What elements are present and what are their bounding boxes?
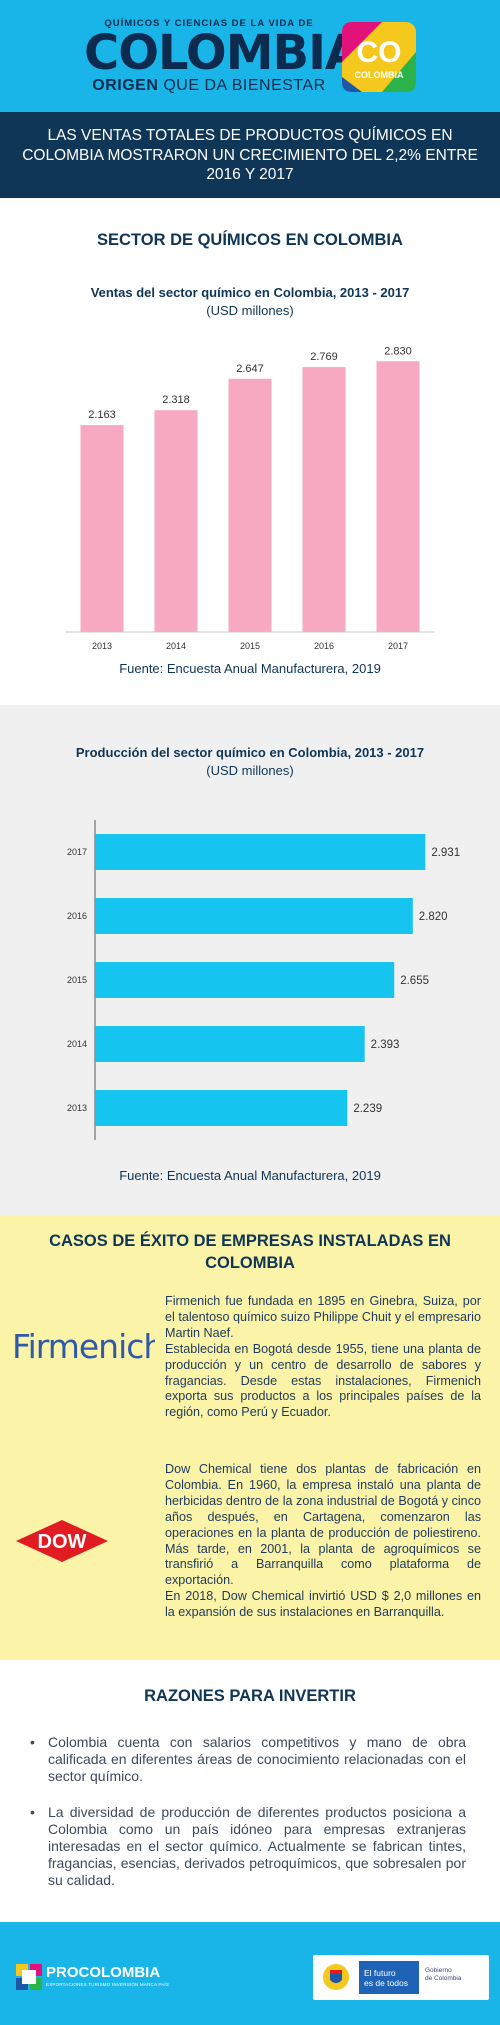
svg-text:Firmenich: Firmenich (12, 1327, 155, 1366)
production-data-label: 2.931 (431, 847, 460, 859)
procolombia-name: PROCOLOMBIA (46, 1964, 161, 1981)
production-data-label: 2.820 (419, 911, 448, 923)
bullet-icon: • (30, 1734, 35, 1750)
sales-chart-subtitle: (USD millones) (206, 303, 294, 318)
sales-bar (154, 410, 198, 632)
production-y-tick-label: 2017 (67, 847, 87, 857)
co-logo-word: COLOMBIA (355, 70, 404, 80)
sales-x-tick-label: 2017 (388, 641, 408, 651)
sector-title: SECTOR DE QUÍMICOS EN COLOMBIA (97, 231, 403, 249)
production-data-label: 2.655 (400, 975, 429, 987)
slogan-line-1: El futuro (364, 1968, 396, 1978)
dow-logo: DOW (16, 1520, 108, 1562)
production-y-tick-label: 2016 (67, 911, 87, 921)
production-data-label: 2.393 (371, 1039, 400, 1051)
production-data-label: 2.239 (353, 1103, 382, 1115)
bullet-icon: • (30, 1803, 35, 1820)
dow-case-text: Dow Chemical tiene dos plantas de fabric… (165, 1462, 481, 1621)
svg-text:DOW: DOW (38, 1531, 87, 1553)
production-bar (95, 1090, 348, 1126)
brand-tagline-top: QUÍMICOS Y CIENCIAS DE LA VIDA DE (104, 18, 314, 29)
gov-name-line-2: de Colombia (425, 1975, 462, 1982)
production-bar (95, 834, 426, 870)
production-y-tick-label: 2014 (67, 1039, 87, 1049)
reasons-list: • Colombia cuenta con salarios competitiv… (28, 1734, 466, 1908)
production-bar-chart: 2.931 2017 2.820 2016 2.655 2015 2.393 2014 2.23… (67, 820, 460, 1140)
sales-bar (302, 367, 346, 632)
firmenich-logo: Firmenich (12, 1327, 155, 1366)
reason-text: La diversidad de producción de diferente… (48, 1803, 466, 1889)
success-cases-section: CASOS DE ÉXITO DE EMPRESAS INSTALADAS EN… (0, 1216, 500, 1660)
firmenich-paragraph-2: Establecida en Bogotá desde 1955, tiene … (165, 1341, 481, 1420)
brand-rest: QUE DA BIENESTAR (163, 77, 326, 94)
sales-bar (376, 361, 420, 632)
brand-wordmark: COLOMBIA (84, 25, 362, 81)
footer: PROCOLOMBIA EXPORTACIONES TURISMO INVERS… (0, 1922, 500, 2025)
sales-data-label: 2.318 (162, 394, 190, 406)
brand-block: QUÍMICOS Y CIENCIAS DE LA VIDA DE COLOMB… (84, 18, 362, 95)
sales-x-tick-label: 2014 (166, 641, 186, 651)
reason-item: • Colombia cuenta con salarios competitiv… (28, 1734, 466, 1786)
gov-name-line-1: Gobierno (425, 1967, 452, 1974)
sales-data-label: 2.769 (310, 351, 338, 363)
headline: LAS VENTAS TOTALES DE PRODUCTOS QUÍMICOS… (22, 127, 478, 183)
sales-x-tick-label: 2013 (92, 641, 112, 651)
production-bar (95, 898, 413, 934)
reason-text: Colombia cuenta con salarios competitivo… (48, 1734, 466, 1785)
procolombia-tagline: EXPORTACIONES TURISMO INVERSIÓN MARCA PA… (46, 1982, 170, 1987)
dow-paragraph-2: En 2018, Dow Chemical invirtió USD $ 2,0… (165, 1589, 481, 1620)
slogan-line-2: es de todos (364, 1978, 408, 1988)
header-banner: QUÍMICOS Y CIENCIAS DE LA VIDA DE COLOMB… (0, 0, 500, 112)
co-logo-letters: CO (357, 36, 402, 69)
coat-of-arms-icon (323, 1964, 349, 1990)
production-y-tick-label: 2013 (67, 1103, 87, 1113)
brand-origen: ORIGEN (92, 77, 159, 94)
dow-paragraph-1: Dow Chemical tiene dos plantas de fabric… (165, 1462, 481, 1588)
sales-chart-source: Fuente: Encuesta Anual Manufacturera, 20… (119, 661, 381, 676)
production-chart-title: Producción del sector químico en Colombi… (75, 745, 425, 760)
production-section: Producción del sector químico en Colombi… (0, 705, 500, 1216)
reason-item: • La diversidad de producción de diferent… (28, 1804, 466, 1890)
sales-x-tick-label: 2015 (240, 641, 260, 651)
production-y-tick-label: 2015 (67, 975, 87, 985)
firmenich-case-text: Firmenich fue fundada en 1895 en Ginebra… (165, 1294, 481, 1421)
sales-chart-title: Ventas del sector químico en Colombia, 2… (90, 285, 410, 300)
sales-data-label: 2.830 (384, 345, 412, 357)
production-bar (95, 1026, 365, 1062)
sales-bar-chart: 2.163 2013 2.318 2014 2.647 2015 2.769 2016 2.83… (65, 345, 435, 651)
sales-x-tick-label: 2016 (314, 641, 334, 651)
headline-band: LAS VENTAS TOTALES DE PRODUCTOS QUÍMICOS… (0, 112, 500, 198)
sales-data-label: 2.163 (88, 409, 116, 421)
success-cases-title: CASOS DE ÉXITO DE EMPRESAS INSTALADAS EN… (49, 1232, 451, 1272)
production-bar (95, 962, 395, 998)
co-colombia-logo: CO COLOMBIA (342, 22, 416, 92)
firmenich-paragraph-1: Firmenich fue fundada en 1895 en Ginebra… (165, 1294, 481, 1340)
sales-bar (228, 378, 272, 632)
government-logo: El futuro es de todos Gobierno de Colomb… (313, 1955, 489, 2000)
government-name: Gobierno de Colombia (425, 1967, 462, 1983)
procolombia-icon (16, 1964, 42, 1990)
sales-data-label: 2.647 (236, 363, 264, 375)
production-chart-source: Fuente: Encuesta Anual Manufacturera, 20… (119, 1168, 381, 1183)
production-chart-subtitle: (USD millones) (206, 763, 294, 778)
brand-tagline-bottom: ORIGEN QUE DA BIENESTAR (84, 77, 334, 95)
reasons-title: RAZONES PARA INVERTIR (144, 1687, 356, 1705)
sales-bar (80, 425, 124, 632)
government-slogan: El futuro es de todos (359, 1961, 419, 1994)
